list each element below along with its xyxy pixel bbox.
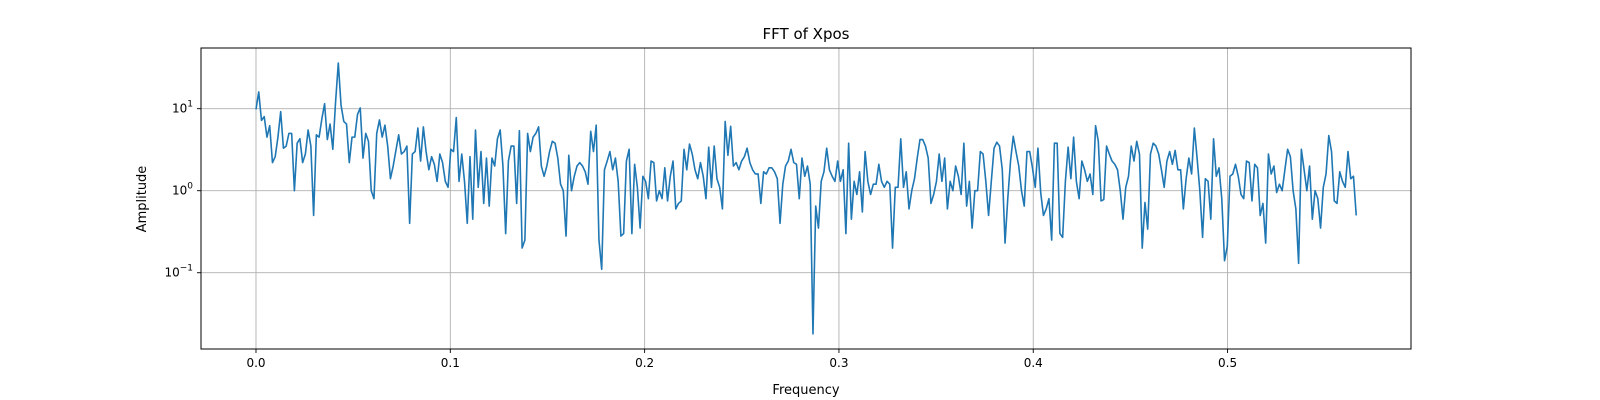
- x-tick-label: 0.4: [1024, 356, 1043, 370]
- x-axis-label: Frequency: [772, 383, 839, 398]
- y-axis-label: Amplitude: [135, 166, 150, 233]
- fft-series-line: [255, 62, 1358, 335]
- y-tick-label: 101: [172, 100, 193, 116]
- y-tick-exponent: −1: [180, 264, 193, 274]
- y-tick-base: 10: [172, 102, 187, 116]
- y-tick-exponent: 0: [187, 182, 193, 192]
- y-tick-label: 100: [172, 182, 193, 198]
- x-tick-label: 0.2: [635, 356, 654, 370]
- y-tick-exponent: 1: [187, 100, 193, 110]
- chart-title: FFT of Xpos: [763, 25, 850, 43]
- plot-frame: [200, 47, 1412, 350]
- x-tick-label: 0.1: [441, 356, 460, 370]
- x-tick-label: 0.0: [246, 356, 265, 370]
- y-tick-label: 10−1: [164, 264, 193, 280]
- y-tick-base: 10: [164, 266, 179, 280]
- x-tick-label: 0.3: [829, 356, 848, 370]
- series-layer: [255, 62, 1358, 335]
- y-tick-base: 10: [172, 184, 187, 198]
- x-tick-label: 0.5: [1218, 356, 1237, 370]
